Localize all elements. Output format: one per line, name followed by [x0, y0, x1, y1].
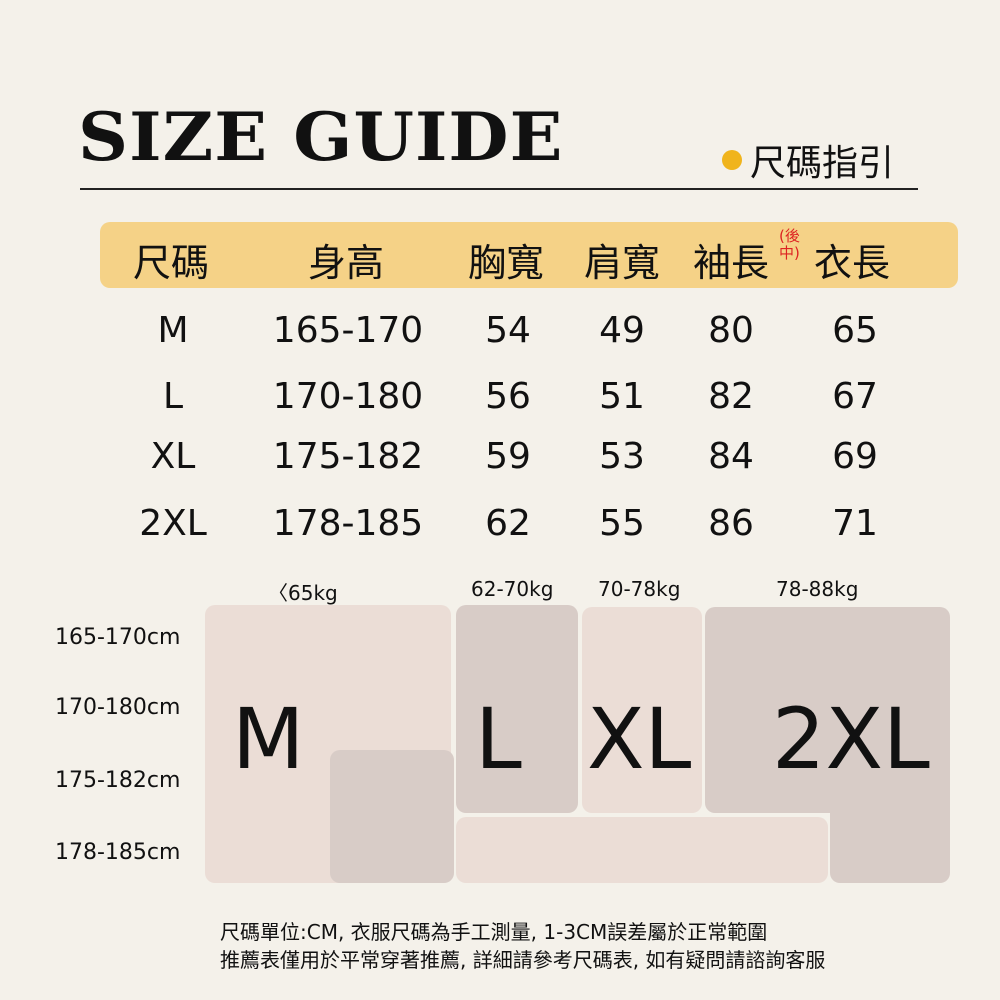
- footer-note: 推薦表僅用於平常穿著推薦, 詳細請參考尺碼表, 如有疑問請諮詢客服: [220, 948, 826, 972]
- block-l: [456, 605, 578, 813]
- table-cell: 82: [708, 376, 754, 417]
- block-m-lower: [330, 750, 454, 883]
- table-cell: 56: [485, 376, 531, 417]
- table-cell: 175-182: [272, 436, 424, 477]
- table-cell: 51: [599, 376, 645, 417]
- table-cell: 54: [485, 310, 531, 351]
- header-sleeve: 袖長: [693, 241, 770, 285]
- table-cell: 86: [708, 503, 754, 544]
- footer-note: 尺碼單位:CM, 衣服尺碼為手工測量, 1-3CM誤差屬於正常範圍: [220, 920, 768, 944]
- weight-label: 70-78kg: [598, 577, 681, 601]
- table-cell: L: [162, 376, 184, 417]
- height-label: 175-182cm: [55, 768, 181, 793]
- table-cell: 84: [708, 436, 754, 477]
- table-header-bar: [100, 222, 958, 288]
- table-cell: M: [157, 310, 189, 351]
- table-cell: XL: [150, 436, 196, 477]
- table-cell: 2XL: [139, 503, 207, 544]
- divider: [80, 188, 918, 190]
- table-cell: 49: [599, 310, 645, 351]
- table-cell: 55: [599, 503, 645, 544]
- weight-label: 78-88kg: [776, 577, 859, 601]
- block-xl-lower: [456, 817, 828, 883]
- header-height: 身高: [308, 241, 385, 285]
- table-cell: 69: [832, 436, 878, 477]
- height-label: 165-170cm: [55, 625, 181, 650]
- height-label: 178-185cm: [55, 840, 181, 865]
- subtitle: 尺碼指引: [722, 134, 894, 186]
- table-cell: 71: [832, 503, 878, 544]
- block-xl: [582, 607, 702, 813]
- block-2xl-lower: [830, 700, 950, 883]
- table-cell: 65: [832, 310, 878, 351]
- table-cell: 53: [599, 436, 645, 477]
- weight-label: 〈65kg: [268, 581, 338, 605]
- table-cell: 178-185: [272, 503, 424, 544]
- size-label-2xl: 2XL: [772, 690, 930, 788]
- size-label-m: M: [232, 690, 305, 788]
- size-label-l: L: [475, 690, 522, 788]
- sleeve-note: (後 中): [779, 227, 800, 262]
- size-label-xl: XL: [587, 690, 692, 788]
- table-cell: 62: [485, 503, 531, 544]
- header-length: 衣長: [814, 241, 891, 285]
- header-chest: 胸寬: [468, 241, 545, 285]
- table-cell: 170-180: [272, 376, 424, 417]
- table-cell: 165-170: [272, 310, 424, 351]
- subtitle-text: 尺碼指引: [750, 143, 895, 184]
- table-cell: 59: [485, 436, 531, 477]
- table-cell: 67: [832, 376, 878, 417]
- header-size: 尺碼: [133, 241, 210, 285]
- weight-label: 62-70kg: [471, 577, 554, 601]
- dot-icon: [722, 150, 742, 170]
- header-shoulder: 肩寬: [584, 241, 661, 285]
- table-cell: 80: [708, 310, 754, 351]
- page-title: SIZE GUIDE: [78, 98, 564, 176]
- height-label: 170-180cm: [55, 695, 181, 720]
